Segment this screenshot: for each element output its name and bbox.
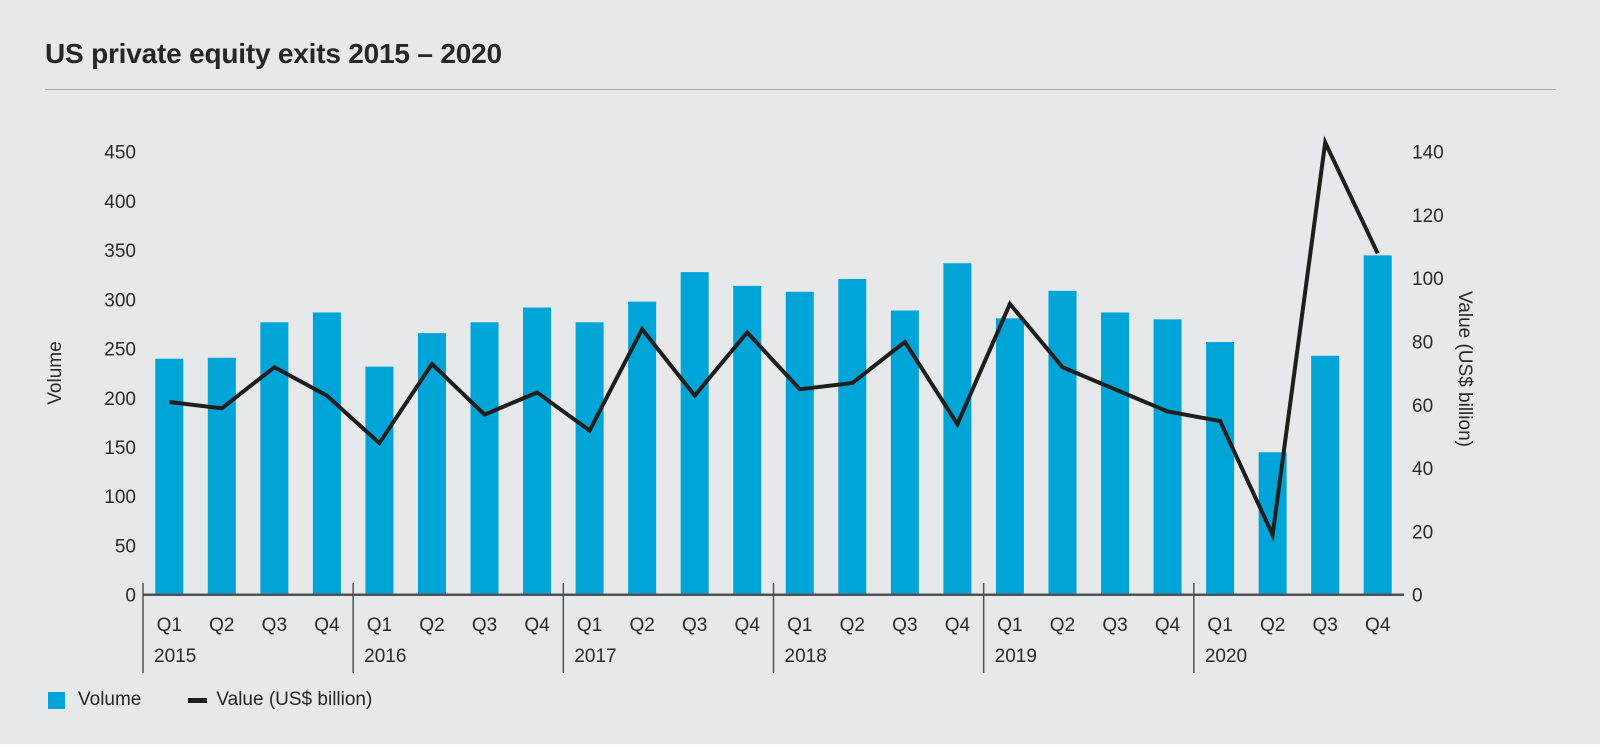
year-label-2017: 2017	[574, 646, 616, 667]
x-label-2016-Q3: Q3	[472, 615, 497, 636]
x-label-2015-Q4: Q4	[314, 615, 340, 636]
bar-2020-Q1	[1206, 341, 1235, 595]
bar-2019-Q4	[1153, 319, 1182, 595]
x-label-2016-Q2: Q2	[419, 615, 444, 636]
y-axis-right-tick-120: 120	[1412, 206, 1444, 227]
y-axis-right-tick-140: 140	[1412, 143, 1444, 164]
x-label-2015-Q2: Q2	[209, 615, 234, 636]
bar-2016-Q1	[365, 366, 394, 595]
year-separator-2015	[142, 583, 144, 673]
x-label-2018-Q4: Q4	[945, 615, 971, 636]
year-label-2015: 2015	[154, 646, 196, 667]
legend: Volume Value (US$ billion)	[48, 689, 372, 711]
legend-volume-label: Volume	[78, 689, 142, 710]
bar-2020-Q3	[1311, 355, 1340, 595]
y-axis-left-tick-150: 150	[104, 438, 136, 459]
x-label-2015-Q3: Q3	[262, 615, 287, 636]
x-label-2019-Q1: Q1	[997, 615, 1022, 636]
x-label-2018-Q1: Q1	[787, 615, 812, 636]
left-axis-title: Volume	[45, 341, 66, 404]
bar-2016-Q4	[523, 307, 552, 595]
x-label-2016-Q4: Q4	[524, 615, 550, 636]
legend-volume-swatch-icon	[48, 691, 65, 709]
year-label-2019: 2019	[995, 646, 1037, 667]
x-label-2018-Q3: Q3	[892, 615, 917, 636]
y-axis-left-tick-400: 400	[104, 192, 136, 213]
y-axis-left-tick-50: 50	[115, 536, 136, 557]
year-label-2016: 2016	[364, 646, 406, 667]
y-axis-right-tick-100: 100	[1412, 269, 1444, 290]
x-label-2016-Q1: Q1	[367, 615, 392, 636]
bar-2015-Q3	[260, 322, 289, 595]
y-axis-right-tick-60: 60	[1412, 396, 1433, 417]
x-label-2017-Q1: Q1	[577, 615, 602, 636]
y-axis-left-tick-300: 300	[104, 290, 136, 311]
bar-2018-Q2	[838, 278, 867, 595]
bar-2015-Q4	[312, 312, 341, 595]
y-axis-right-tick-80: 80	[1412, 333, 1433, 354]
bar-2018-Q3	[890, 310, 919, 595]
x-label-2020-Q1: Q1	[1207, 615, 1232, 636]
y-axis-left-tick-250: 250	[104, 340, 136, 361]
bar-2015-Q2	[207, 357, 236, 595]
x-label-2019-Q4: Q4	[1155, 615, 1181, 636]
x-label-2019-Q3: Q3	[1102, 615, 1127, 636]
x-label-2020-Q4: Q4	[1365, 615, 1391, 636]
year-separator-2018	[772, 583, 775, 673]
bar-2019-Q2	[1048, 290, 1077, 595]
legend-value-label: Value (US$ billion)	[216, 689, 373, 710]
chart-title: US private equity exits 2015 – 2020	[45, 38, 502, 69]
right-axis-title: Value (US$ billion)	[1454, 291, 1475, 447]
title-rule	[45, 89, 1556, 90]
bar-2018-Q1	[785, 291, 814, 595]
bar-2015-Q1	[155, 358, 184, 595]
x-label-2019-Q2: Q2	[1050, 615, 1075, 636]
y-axis-left-tick-450: 450	[104, 143, 136, 164]
bar-2016-Q3	[470, 322, 499, 595]
bar-2018-Q4	[943, 263, 972, 595]
year-label-2018: 2018	[785, 646, 827, 667]
x-label-2015-Q1: Q1	[157, 615, 182, 636]
x-label-2017-Q3: Q3	[682, 615, 707, 636]
bar-2017-Q3	[680, 272, 709, 595]
x-label-2020-Q2: Q2	[1260, 615, 1285, 636]
y-axis-right-tick-40: 40	[1412, 459, 1433, 480]
y-axis-right-tick-20: 20	[1412, 522, 1433, 543]
year-label-2020: 2020	[1205, 646, 1247, 667]
year-separator-2017	[562, 583, 565, 673]
value-line	[169, 135, 1380, 542]
year-separator-2020	[1193, 583, 1195, 673]
x-label-2017-Q4: Q4	[735, 615, 761, 636]
y-axis-left-tick-100: 100	[104, 487, 136, 508]
bar-2019-Q3	[1101, 312, 1130, 595]
year-separator-2016	[352, 583, 354, 673]
y-axis-left-tick-350: 350	[104, 241, 136, 262]
x-label-2017-Q2: Q2	[629, 615, 654, 636]
y-axis-right-tick-0: 0	[1412, 586, 1423, 607]
bar-2019-Q1	[995, 318, 1024, 595]
x-axis-line	[143, 593, 1404, 596]
x-label-2020-Q3: Q3	[1313, 615, 1338, 636]
year-separator-2019	[982, 583, 985, 673]
y-axis-left-tick-0: 0	[125, 586, 136, 607]
y-axis-left-tick-200: 200	[104, 389, 136, 410]
page-bottom-edge	[0, 744, 1600, 747]
bar-2020-Q4	[1363, 255, 1392, 595]
bar-2017-Q4	[733, 285, 762, 595]
bar-2017-Q1	[575, 322, 604, 595]
x-label-2018-Q2: Q2	[840, 615, 865, 636]
legend-value-dash-icon	[188, 697, 208, 703]
